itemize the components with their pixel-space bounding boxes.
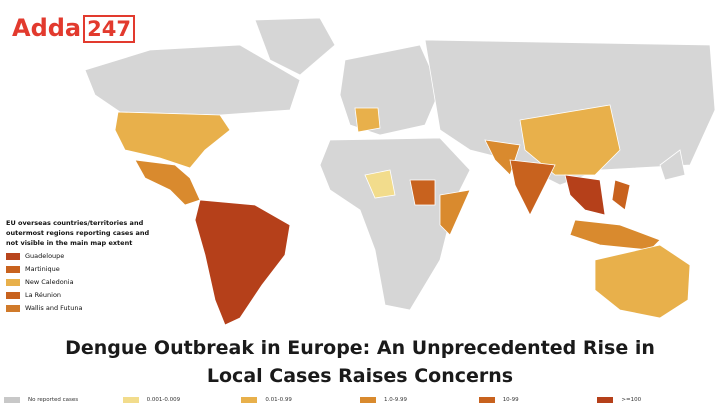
usa xyxy=(114,111,231,169)
inset-legend-item-swatch xyxy=(6,265,20,273)
inset-legend-item-swatch xyxy=(6,252,20,260)
inset-legend-item-label: Martinique xyxy=(25,265,60,273)
legend-item-label: 0.001-0.009 xyxy=(146,397,181,403)
legend-item-label: 1.0-9.99 xyxy=(384,397,407,403)
south-america xyxy=(194,199,291,326)
inset-legend-item: Martinique xyxy=(6,264,156,274)
inset-legend-item: Wallis and Futuna xyxy=(6,303,156,313)
legend-item-swatch xyxy=(122,397,139,403)
inset-legend-title: EU overseas countries/territories and ou… xyxy=(6,219,150,247)
legend-item-label: 0.01-0.99 xyxy=(265,397,292,403)
legend-item: No reported cases xyxy=(4,397,123,403)
inset-legend-item-label: Guadeloupe xyxy=(25,252,65,260)
legend-item: 0.01-0.99 xyxy=(241,397,360,403)
mexico xyxy=(134,159,201,206)
inset-legend: EU overseas countries/territories and ou… xyxy=(6,218,156,313)
inset-legend-item-swatch xyxy=(6,278,20,286)
legend-item: >=100 xyxy=(597,397,716,403)
australia xyxy=(594,244,691,319)
legend-item: 0.001-0.009 xyxy=(122,397,242,403)
japan xyxy=(659,149,686,181)
indochina xyxy=(564,174,606,216)
legend-item-label: No reported cases xyxy=(28,397,79,403)
india xyxy=(509,159,556,216)
logo-accent: 247 xyxy=(83,15,135,43)
legend-item-label: 10-99 xyxy=(502,397,519,403)
legend-item: 10-99 xyxy=(478,397,598,403)
greenland xyxy=(254,17,336,76)
inset-legend-item-swatch xyxy=(6,291,20,299)
legend-item: 1.0-9.99 xyxy=(360,397,479,403)
inset-legend-item-label: La Réunion xyxy=(25,291,62,299)
world-map xyxy=(84,17,716,326)
legend-item-swatch xyxy=(241,397,258,403)
legend-item-swatch xyxy=(4,397,20,403)
inset-legend-item: Guadeloupe xyxy=(6,251,156,261)
inset-legend-items: Guadeloupe Martinique New Caledonia La Réun… xyxy=(6,251,156,313)
china xyxy=(519,104,621,176)
headline: Dengue Outbreak in Europe: An Unpreceden… xyxy=(65,337,655,387)
legend-item-label: >=100 xyxy=(621,397,642,403)
horn-of-africa xyxy=(439,189,471,236)
inset-legend-item-swatch xyxy=(6,304,20,312)
inset-legend-item: New Caledonia xyxy=(6,277,156,287)
canada xyxy=(84,44,301,116)
indonesia xyxy=(569,219,661,251)
legend-item-swatch xyxy=(360,397,377,403)
logo[interactable]: Adda 247 xyxy=(12,14,135,43)
legend-item-swatch xyxy=(478,397,495,403)
inset-legend-item: La Réunion xyxy=(6,290,156,300)
europe xyxy=(339,44,441,136)
spain-france xyxy=(354,107,381,133)
inset-legend-item-label: Wallis and Futuna xyxy=(25,304,83,312)
mali xyxy=(364,169,396,199)
map-legend: No reported cases 0.001-0.009 0.01-0.99 1.0… xyxy=(4,397,716,403)
sudan xyxy=(409,179,436,206)
philippines xyxy=(611,179,631,211)
inset-legend-item-label: New Caledonia xyxy=(25,278,74,286)
logo-main: Adda xyxy=(12,14,82,42)
legend-item-swatch xyxy=(597,397,614,403)
